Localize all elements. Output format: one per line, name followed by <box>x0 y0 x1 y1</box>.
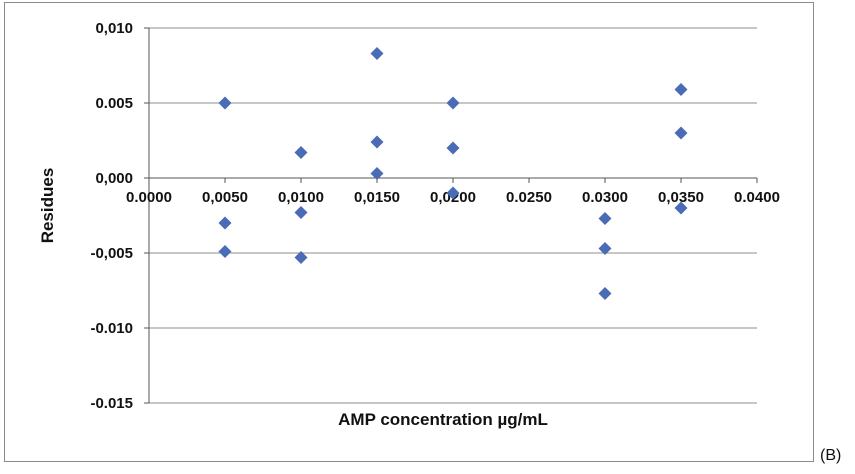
x-tick-label: 0,0100 <box>278 189 324 206</box>
y-tick-label: -0.010 <box>90 320 133 337</box>
data-point <box>370 47 384 60</box>
data-point <box>598 287 612 300</box>
data-point <box>598 212 612 225</box>
data-point <box>370 135 384 149</box>
data-point <box>294 206 308 219</box>
axes <box>144 27 758 404</box>
data-point <box>218 96 232 110</box>
x-tick-label: 0,0050 <box>202 189 248 206</box>
data-points <box>218 47 688 300</box>
x-axis-title: AMP concentration µg/mL <box>338 410 548 429</box>
y-tick-labels: 0,010 0.005 0,000 -0,005 -0.010 -0.015 <box>90 20 133 412</box>
x-tick-label: 0.0250 <box>506 189 552 206</box>
panel-label: (B) <box>820 447 842 464</box>
data-point <box>370 167 384 180</box>
data-point <box>218 245 232 258</box>
data-point <box>218 216 232 230</box>
y-tick-label: 0,010 <box>95 20 133 37</box>
y-tick-label: 0.005 <box>95 95 133 112</box>
x-tick-label: 0.0400 <box>734 189 780 206</box>
data-point <box>294 251 308 264</box>
data-point <box>674 126 688 140</box>
residual-scatter-plot: 0,010 0.005 0,000 -0,005 -0.010 -0.015 0.0000… <box>38 20 780 429</box>
x-tick-label: 0,0150 <box>354 189 400 206</box>
data-point <box>674 83 688 96</box>
data-point <box>294 146 308 159</box>
x-tick-label: 0.0300 <box>582 189 628 206</box>
y-tick-label: -0.015 <box>90 395 133 412</box>
data-point <box>598 242 612 255</box>
grid-lines <box>149 27 757 404</box>
chart-frame: 0,010 0.005 0,000 -0,005 -0.010 -0.015 0.0000… <box>4 2 814 462</box>
data-point <box>446 186 460 200</box>
data-point <box>674 201 688 215</box>
y-tick-label: -0,005 <box>90 245 133 262</box>
x-tick-label: 0,0350 <box>658 189 704 206</box>
y-tick-label: 0,000 <box>95 170 133 187</box>
data-point <box>446 96 460 110</box>
y-axis-title: Residues <box>38 168 57 244</box>
x-tick-label: 0.0000 <box>126 189 172 206</box>
data-point <box>446 141 460 155</box>
